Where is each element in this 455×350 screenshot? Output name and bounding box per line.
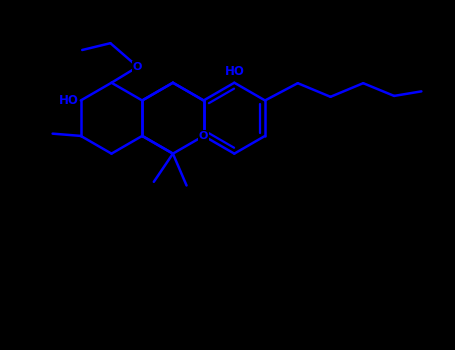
Text: O: O: [199, 131, 208, 141]
Text: HO: HO: [224, 65, 244, 78]
Text: HO: HO: [59, 94, 79, 107]
Text: O: O: [133, 62, 142, 72]
